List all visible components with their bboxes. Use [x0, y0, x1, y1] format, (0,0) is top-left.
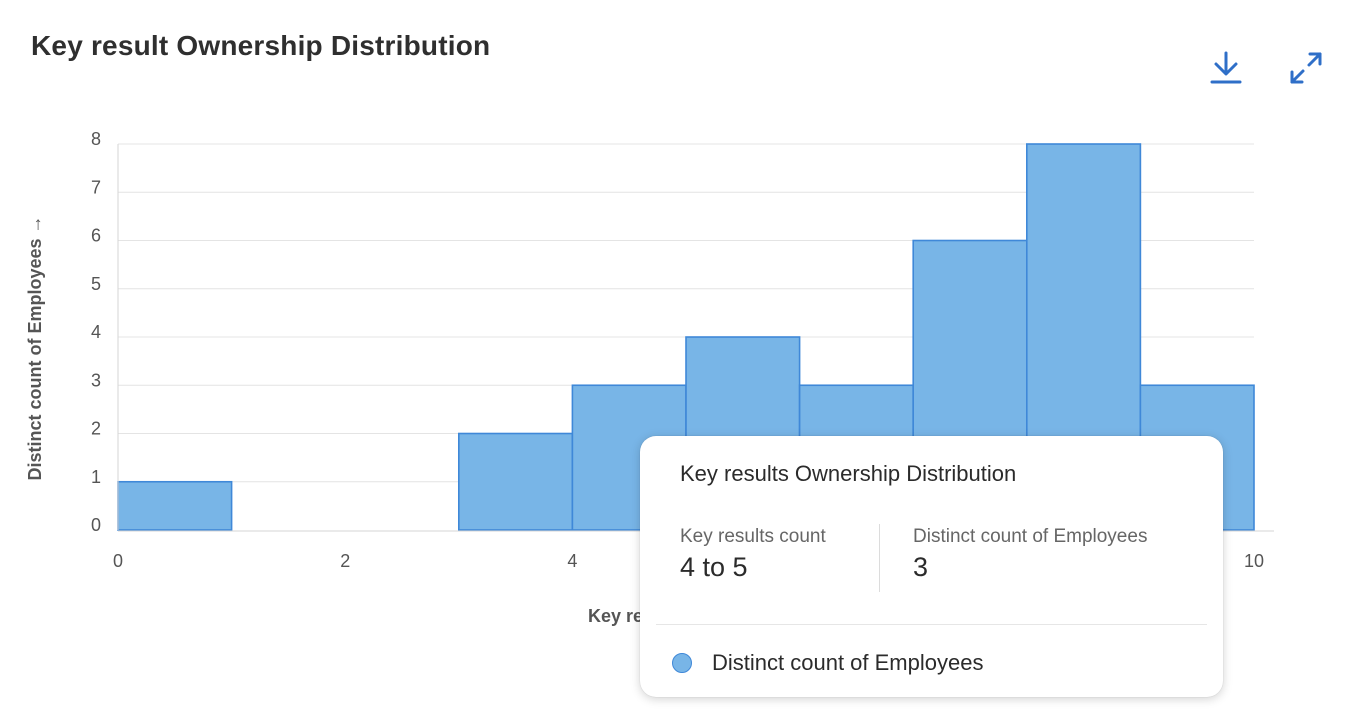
- y-tick-label: 2: [91, 419, 101, 439]
- y-tick-label: 3: [91, 370, 101, 390]
- tooltip-x-block: Key results count 4 to 5: [680, 526, 826, 583]
- y-tick-label: 0: [91, 515, 101, 535]
- legend-marker-icon: [672, 653, 692, 673]
- histogram-bar[interactable]: [457, 432, 574, 531]
- x-tick-label: 10: [1244, 551, 1264, 571]
- y-tick-label: 8: [91, 129, 101, 149]
- x-tick-label: 4: [567, 551, 577, 571]
- x-tick-label: 2: [340, 551, 350, 571]
- download-button[interactable]: [1204, 46, 1248, 90]
- tooltip-legend-label: Distinct count of Employees: [712, 650, 984, 675]
- x-axis-title: Key re: [588, 606, 643, 626]
- y-tick-label: 6: [91, 226, 101, 246]
- download-icon: [1210, 51, 1242, 84]
- tooltip-legend: Distinct count of Employees: [672, 650, 983, 676]
- tooltip-y-block: Distinct count of Employees 3: [913, 526, 1147, 583]
- y-tick-label: 4: [91, 322, 101, 342]
- tooltip-divider-horizontal: [656, 624, 1207, 625]
- tooltip-divider-vertical: [879, 524, 880, 592]
- tooltip-x-value: 4 to 5: [680, 552, 748, 582]
- y-tick-label: 5: [91, 274, 101, 294]
- chart-tooltip: Key results Ownership Distribution Key r…: [640, 436, 1223, 697]
- histogram-bar[interactable]: [117, 480, 233, 531]
- y-axis-title: Distinct count of Employees →: [25, 215, 45, 480]
- expand-icon: [1290, 52, 1322, 84]
- tooltip-x-label: Key results count: [680, 526, 826, 547]
- chart-title: Key result Ownership Distribution: [31, 30, 491, 61]
- expand-button[interactable]: [1284, 46, 1328, 90]
- tooltip-title: Key results Ownership Distribution: [680, 461, 1017, 486]
- x-tick-label: 0: [113, 551, 123, 571]
- y-tick-label: 7: [91, 177, 101, 197]
- y-tick-label: 1: [91, 467, 101, 487]
- tooltip-y-value: 3: [913, 552, 929, 582]
- tooltip-y-label: Distinct count of Employees: [913, 526, 1148, 547]
